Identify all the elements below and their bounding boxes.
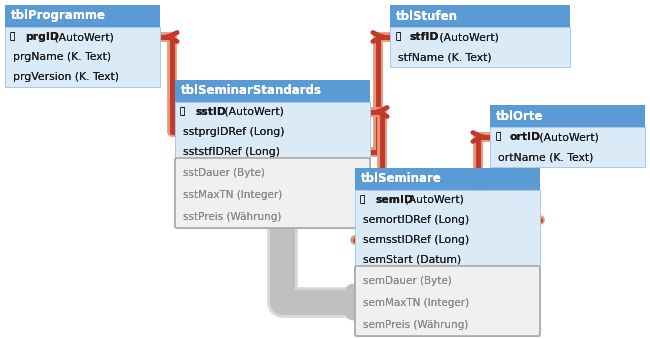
Text: prgID: prgID <box>25 32 59 42</box>
Text: (AutoWert): (AutoWert) <box>51 32 114 42</box>
Text: stfID: stfID <box>410 32 439 42</box>
Text: semStart (Datum): semStart (Datum) <box>363 255 462 265</box>
Bar <box>390 27 570 67</box>
Text: (AutoWert): (AutoWert) <box>401 195 464 205</box>
Text: sstDauer (Byte): sstDauer (Byte) <box>183 168 265 178</box>
Bar <box>175 80 370 102</box>
Text: 🔑: 🔑 <box>495 133 500 141</box>
Text: (AutoWert): (AutoWert) <box>51 32 114 42</box>
Text: semPreis (Währung): semPreis (Währung) <box>363 320 468 330</box>
Bar <box>175 102 370 162</box>
Text: 🔑: 🔑 <box>10 33 16 41</box>
Bar <box>490 127 645 167</box>
Text: (AutoWert): (AutoWert) <box>436 32 499 42</box>
Bar <box>5 5 160 27</box>
Bar <box>5 27 160 87</box>
Bar <box>490 105 645 127</box>
Text: semID: semID <box>375 195 413 205</box>
Text: prgName (K. Text): prgName (K. Text) <box>13 52 111 62</box>
FancyBboxPatch shape <box>355 266 540 336</box>
Bar <box>490 127 645 167</box>
Text: (AutoWert): (AutoWert) <box>536 132 599 142</box>
Text: semortIDRef (Long): semortIDRef (Long) <box>363 215 469 225</box>
Text: ortID: ortID <box>510 132 541 142</box>
Text: 🔑: 🔑 <box>395 33 400 41</box>
Text: sststfIDRef (Long): sststfIDRef (Long) <box>183 147 280 157</box>
Text: 🔑: 🔑 <box>180 107 185 117</box>
Text: (AutoWert): (AutoWert) <box>221 107 284 117</box>
Text: semsstIDRef (Long): semsstIDRef (Long) <box>363 235 469 245</box>
Text: 🔑: 🔑 <box>360 196 365 204</box>
Text: semMaxTN (Integer): semMaxTN (Integer) <box>363 298 469 308</box>
Text: sstID: sstID <box>195 107 226 117</box>
Text: tblStufen: tblStufen <box>396 9 458 22</box>
Text: tblProgramme: tblProgramme <box>11 9 106 22</box>
Text: sstMaxTN (Integer): sstMaxTN (Integer) <box>183 190 282 200</box>
Bar <box>390 5 570 27</box>
Bar <box>5 27 160 87</box>
Text: 🔑: 🔑 <box>360 196 365 204</box>
Text: semortIDRef (Long): semortIDRef (Long) <box>363 215 469 225</box>
Bar <box>355 190 540 270</box>
Text: sstDauer (Byte): sstDauer (Byte) <box>183 168 265 178</box>
Text: prgVersion (K. Text): prgVersion (K. Text) <box>13 72 119 82</box>
Text: stfID: stfID <box>410 32 439 42</box>
Text: sstPreis (Währung): sstPreis (Währung) <box>183 212 281 222</box>
Text: tblOrte: tblOrte <box>496 109 543 122</box>
Text: sstID: sstID <box>195 107 226 117</box>
Text: (AutoWert): (AutoWert) <box>401 195 464 205</box>
Text: stfName (K. Text): stfName (K. Text) <box>398 52 491 62</box>
Text: semPreis (Währung): semPreis (Währung) <box>363 320 468 330</box>
Text: semDauer (Byte): semDauer (Byte) <box>363 276 452 286</box>
Text: prgID: prgID <box>25 32 59 42</box>
Text: sstprgIDRef (Long): sstprgIDRef (Long) <box>183 127 285 137</box>
Text: ortName (K. Text): ortName (K. Text) <box>498 152 593 162</box>
Bar <box>490 105 645 127</box>
Text: tblSeminarStandards: tblSeminarStandards <box>181 84 322 98</box>
FancyBboxPatch shape <box>175 158 370 228</box>
Text: sststfIDRef (Long): sststfIDRef (Long) <box>183 147 280 157</box>
Text: semsstIDRef (Long): semsstIDRef (Long) <box>363 235 469 245</box>
Text: stfName (K. Text): stfName (K. Text) <box>398 52 491 62</box>
Text: ortName (K. Text): ortName (K. Text) <box>498 152 593 162</box>
Text: semDauer (Byte): semDauer (Byte) <box>363 276 452 286</box>
Text: 🔑: 🔑 <box>10 33 16 41</box>
Text: 🔑: 🔑 <box>495 133 500 141</box>
Bar <box>5 5 160 27</box>
Text: semID: semID <box>375 195 413 205</box>
Text: prgVersion (K. Text): prgVersion (K. Text) <box>13 72 119 82</box>
Text: sstMaxTN (Integer): sstMaxTN (Integer) <box>183 190 282 200</box>
Text: prgName (K. Text): prgName (K. Text) <box>13 52 111 62</box>
Text: sstprgIDRef (Long): sstprgIDRef (Long) <box>183 127 285 137</box>
Text: tblSeminare: tblSeminare <box>361 173 442 185</box>
Text: tblStufen: tblStufen <box>396 9 458 22</box>
Bar <box>175 80 370 102</box>
Bar <box>390 5 570 27</box>
Text: sstPreis (Währung): sstPreis (Währung) <box>183 212 281 222</box>
Text: semMaxTN (Integer): semMaxTN (Integer) <box>363 298 469 308</box>
Bar <box>175 102 370 162</box>
Bar <box>390 27 570 67</box>
Text: 🔑: 🔑 <box>180 107 185 117</box>
Text: (AutoWert): (AutoWert) <box>536 132 599 142</box>
Bar <box>355 190 540 270</box>
Text: tblOrte: tblOrte <box>496 109 543 122</box>
Text: semStart (Datum): semStart (Datum) <box>363 255 462 265</box>
FancyBboxPatch shape <box>175 158 370 228</box>
FancyBboxPatch shape <box>355 266 540 336</box>
Text: tblProgramme: tblProgramme <box>11 9 106 22</box>
Bar <box>355 168 540 190</box>
Text: ortID: ortID <box>510 132 541 142</box>
Text: (AutoWert): (AutoWert) <box>221 107 284 117</box>
Bar <box>355 168 540 190</box>
Text: 🔑: 🔑 <box>395 33 400 41</box>
Text: tblSeminarStandards: tblSeminarStandards <box>181 84 322 98</box>
Text: tblSeminare: tblSeminare <box>361 173 442 185</box>
Text: (AutoWert): (AutoWert) <box>436 32 499 42</box>
